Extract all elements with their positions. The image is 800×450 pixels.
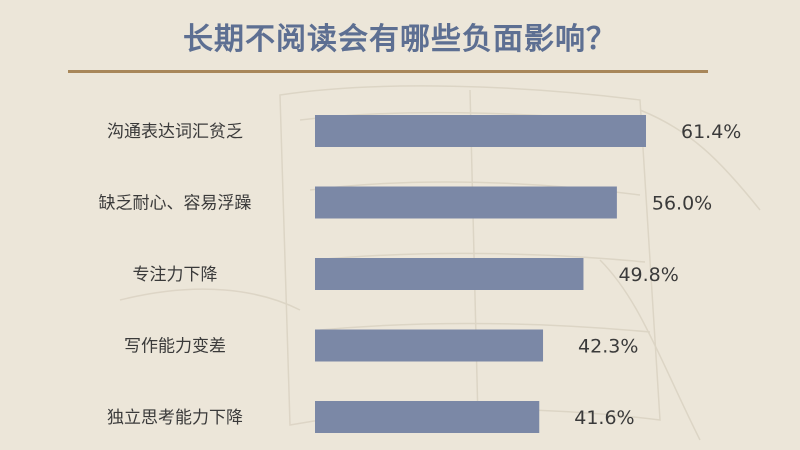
- category-label: 缺乏耐心、容易浮躁: [99, 194, 252, 214]
- value-label: 49.8%: [618, 264, 678, 286]
- bar: [315, 115, 646, 147]
- category-label: 专注力下降: [133, 265, 218, 285]
- chart-title: 长期不阅读会有哪些负面影响？: [183, 22, 617, 57]
- category-label: 写作能力变差: [124, 337, 226, 357]
- category-label: 沟通表达词汇贫乏: [107, 122, 243, 142]
- bar: [315, 329, 544, 362]
- value-label: 61.4%: [681, 121, 741, 143]
- value-label: 42.3%: [578, 336, 638, 358]
- value-label: 56.0%: [652, 193, 712, 215]
- bar: [315, 186, 617, 219]
- bar: [315, 401, 540, 433]
- category-label: 独立思考能力下降: [107, 408, 243, 428]
- value-label: 41.6%: [574, 407, 634, 429]
- bar: [315, 258, 584, 290]
- title-divider: [68, 70, 708, 73]
